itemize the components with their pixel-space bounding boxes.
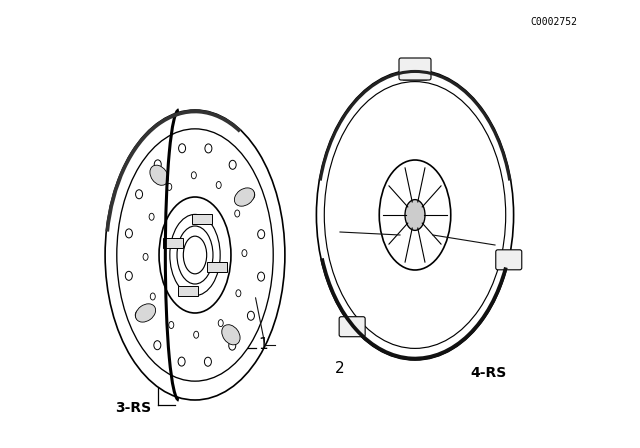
Text: 1: 1	[258, 336, 268, 352]
FancyBboxPatch shape	[163, 238, 183, 248]
FancyBboxPatch shape	[339, 317, 365, 337]
Ellipse shape	[405, 200, 425, 230]
FancyBboxPatch shape	[192, 214, 212, 224]
FancyBboxPatch shape	[207, 262, 227, 271]
Text: 2: 2	[335, 361, 344, 375]
Ellipse shape	[136, 304, 156, 322]
Ellipse shape	[150, 165, 168, 185]
FancyBboxPatch shape	[399, 58, 431, 80]
FancyBboxPatch shape	[402, 60, 428, 80]
FancyBboxPatch shape	[178, 286, 198, 296]
Ellipse shape	[222, 325, 240, 345]
FancyBboxPatch shape	[496, 250, 522, 270]
Text: 4-RS: 4-RS	[470, 366, 506, 380]
Text: 3-RS: 3-RS	[115, 401, 151, 415]
Ellipse shape	[234, 188, 255, 206]
Text: C0002752: C0002752	[530, 17, 577, 27]
